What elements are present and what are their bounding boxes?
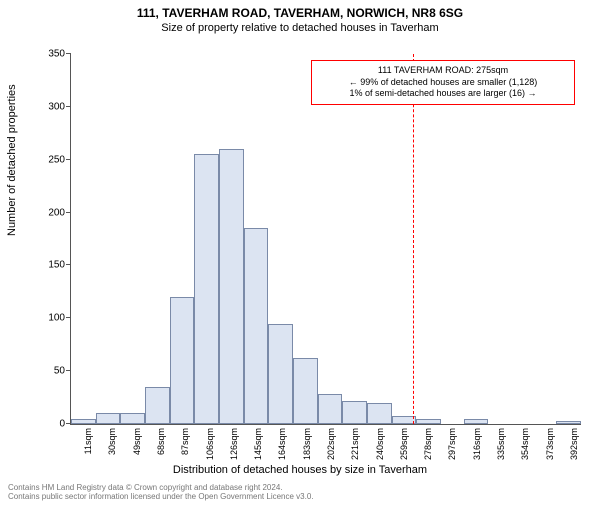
x-tick-label: 335sqm	[496, 428, 506, 468]
y-tick-mark	[66, 423, 71, 424]
reference-dashed-line	[413, 54, 414, 424]
bars-group	[71, 54, 581, 424]
histogram-bar	[194, 154, 219, 424]
x-tick-label: 259sqm	[399, 428, 409, 468]
y-tick-mark	[66, 212, 71, 213]
x-tick-label: 145sqm	[253, 428, 263, 468]
footer-line2: Contains public sector information licen…	[8, 492, 314, 502]
histogram-bar	[556, 421, 581, 424]
y-tick-label: 300	[5, 101, 65, 112]
x-tick-label: 164sqm	[277, 428, 287, 468]
histogram-bar	[293, 358, 318, 424]
y-tick-label: 50	[5, 366, 65, 377]
x-tick-label: 373sqm	[545, 428, 555, 468]
callout-line1: ← 99% of detached houses are smaller (1,…	[318, 77, 568, 89]
y-tick-mark	[66, 317, 71, 318]
x-tick-label: 202sqm	[326, 428, 336, 468]
y-tick-label: 100	[5, 313, 65, 324]
chart-container: 111, TAVERHAM ROAD, TAVERHAM, NORWICH, N…	[0, 6, 600, 506]
x-tick-label: 68sqm	[156, 428, 166, 468]
histogram-bar	[219, 149, 244, 424]
x-tick-label: 49sqm	[132, 428, 142, 468]
x-tick-label: 87sqm	[180, 428, 190, 468]
y-tick-mark	[66, 53, 71, 54]
sub-title: Size of property relative to detached ho…	[0, 22, 600, 34]
x-tick-label: 30sqm	[107, 428, 117, 468]
x-tick-label: 297sqm	[447, 428, 457, 468]
histogram-bar	[318, 394, 343, 424]
x-tick-label: 392sqm	[569, 428, 579, 468]
y-tick-mark	[66, 370, 71, 371]
x-tick-label: 354sqm	[520, 428, 530, 468]
y-tick-label: 150	[5, 260, 65, 271]
histogram-bar	[71, 419, 96, 424]
histogram-bar	[145, 387, 170, 424]
x-tick-label: 221sqm	[350, 428, 360, 468]
reference-callout: 111 TAVERHAM ROAD: 275sqm ← 99% of detac…	[311, 60, 575, 105]
x-tick-label: 278sqm	[423, 428, 433, 468]
y-tick-label: 250	[5, 154, 65, 165]
x-tick-label: 11sqm	[83, 428, 93, 468]
footer-line1: Contains HM Land Registry data © Crown c…	[8, 483, 314, 493]
plot-area: 050100150200250300350 11sqm30sqm49sqm68s…	[70, 54, 581, 425]
y-tick-mark	[66, 106, 71, 107]
histogram-bar	[244, 228, 269, 424]
x-axis-label: Distribution of detached houses by size …	[0, 464, 600, 476]
y-tick-mark	[66, 264, 71, 265]
y-tick-label: 350	[5, 49, 65, 60]
footer: Contains HM Land Registry data © Crown c…	[8, 483, 314, 502]
histogram-bar	[342, 401, 367, 424]
x-tick-label: 126sqm	[229, 428, 239, 468]
histogram-bar	[416, 419, 441, 424]
histogram-bar	[367, 403, 392, 424]
main-title: 111, TAVERHAM ROAD, TAVERHAM, NORWICH, N…	[0, 6, 600, 20]
histogram-bar	[464, 419, 489, 424]
y-tick-mark	[66, 159, 71, 160]
x-tick-label: 106sqm	[205, 428, 215, 468]
histogram-bar	[120, 413, 145, 424]
x-tick-label: 316sqm	[472, 428, 482, 468]
x-tick-label: 240sqm	[375, 428, 385, 468]
histogram-bar	[96, 413, 121, 424]
callout-line2: 1% of semi-detached houses are larger (1…	[318, 88, 568, 100]
y-tick-label: 200	[5, 207, 65, 218]
x-tick-label: 183sqm	[302, 428, 312, 468]
histogram-bar	[268, 324, 293, 424]
histogram-bar	[170, 297, 195, 424]
callout-title: 111 TAVERHAM ROAD: 275sqm	[318, 65, 568, 77]
y-tick-label: 0	[5, 419, 65, 430]
